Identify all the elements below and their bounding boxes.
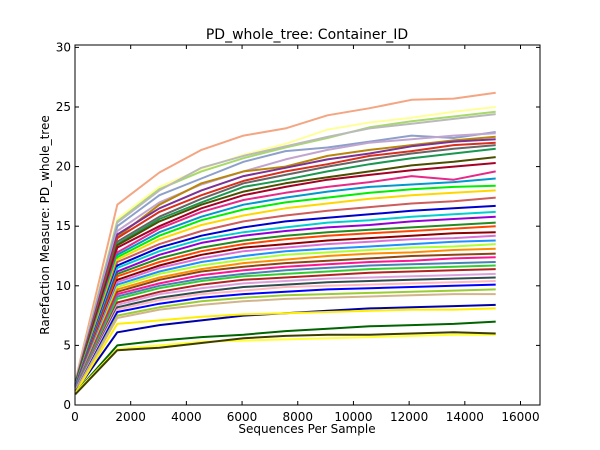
series-line-18	[74, 196, 496, 388]
series-line-13	[74, 162, 496, 387]
series-line-16	[74, 184, 496, 387]
series-line-17	[74, 189, 496, 388]
x-tick-label: 12000	[390, 410, 428, 424]
series-line-20	[74, 210, 496, 388]
y-tick-label: 0	[63, 398, 71, 412]
x-tick-label: 8000	[282, 410, 313, 424]
series-line-14	[74, 170, 496, 387]
y-tick-label: 15	[56, 219, 71, 233]
series-line-7	[74, 135, 496, 385]
series-line-28	[74, 247, 496, 390]
series-line-43	[74, 333, 496, 394]
series-line-38	[74, 288, 496, 393]
series-line-11	[74, 147, 496, 385]
x-axis-label: Sequences Per Sample	[238, 422, 375, 436]
series-line-1	[74, 91, 496, 382]
y-tick-label: 5	[63, 338, 71, 352]
y-tick-label: 30	[56, 40, 71, 54]
series-line-9	[74, 141, 496, 385]
x-tick-label: 0	[71, 410, 79, 424]
series-line-34	[74, 272, 496, 392]
series-line-19	[74, 204, 496, 388]
x-tick-label: 2000	[115, 410, 146, 424]
series-line-35	[74, 276, 496, 392]
series-line-10	[74, 144, 496, 385]
x-tick-label: 16000	[501, 410, 539, 424]
series-line-27	[74, 243, 496, 390]
series-line-30	[74, 256, 496, 390]
series-line-33	[74, 268, 496, 392]
series-line-29	[74, 252, 496, 390]
series-line-44	[74, 331, 496, 395]
series-line-8	[74, 138, 496, 384]
y-axis-ticks: 0 5 10 15 20 25 30	[56, 40, 540, 412]
x-tick-label: 6000	[227, 410, 258, 424]
series-line-23	[74, 225, 496, 389]
series-line-32	[74, 264, 496, 392]
series-line-24	[74, 231, 496, 389]
series-line-25	[74, 234, 496, 389]
series-line-4	[74, 113, 496, 383]
series-line-2	[74, 106, 496, 383]
series-line-42	[74, 320, 496, 394]
y-tick-label: 20	[56, 160, 71, 174]
series-line-36	[74, 280, 496, 392]
x-axis-ticks: 0 2000 4000 6000 8000 10000 12000 14000 16000	[71, 45, 540, 424]
series-line-6	[74, 132, 496, 384]
plot-lines	[74, 91, 496, 395]
series-line-39	[74, 293, 496, 393]
series-line-5	[74, 131, 496, 384]
series-line-22	[74, 221, 496, 389]
x-tick-label: 4000	[171, 410, 202, 424]
y-tick-label: 10	[56, 279, 71, 293]
series-line-12	[74, 156, 496, 385]
series-line-26	[74, 239, 496, 389]
x-tick-label: 10000	[334, 410, 372, 424]
y-axis-label: Rarefaction Measure: PD_whole_tree	[38, 115, 52, 334]
x-tick-label: 14000	[446, 410, 484, 424]
plot-frame	[74, 44, 541, 406]
series-line-37	[74, 283, 496, 393]
chart-title: PD_whole_tree: Container_ID	[206, 27, 408, 43]
series-line-21	[74, 215, 496, 388]
series-line-31	[74, 261, 496, 390]
series-line-41	[74, 307, 496, 394]
y-tick-label: 25	[56, 100, 71, 114]
series-line-15	[74, 177, 496, 387]
